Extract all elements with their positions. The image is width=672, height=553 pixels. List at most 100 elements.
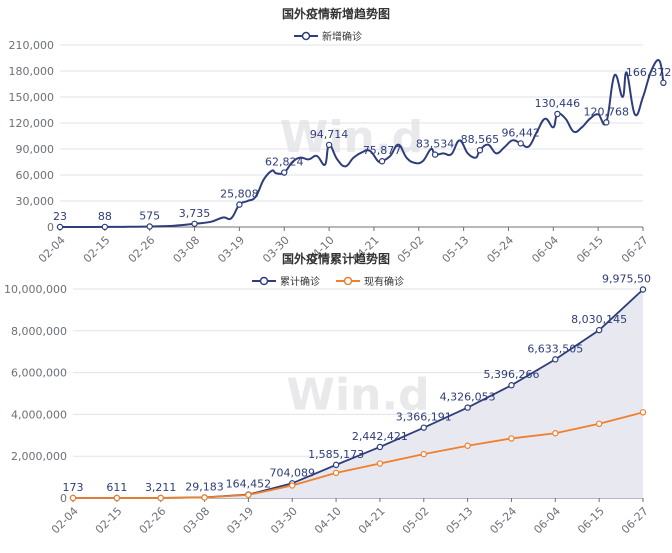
data-point — [245, 491, 252, 499]
series-line — [72, 411, 644, 499]
legend: 累计确诊 现有确诊 — [252, 275, 404, 288]
data-point — [639, 409, 647, 416]
data-label: 3,735 — [179, 207, 211, 220]
data-point — [476, 147, 484, 154]
x-tick-label: 03-30 — [268, 505, 300, 537]
data-point — [281, 169, 288, 176]
x-tick-label: 05-02 — [400, 505, 432, 537]
data-point — [325, 141, 333, 149]
x-tick-label: 05-13 — [440, 234, 472, 266]
x-tick-label: 06-04 — [531, 505, 563, 537]
data-point — [378, 158, 386, 165]
data-point — [69, 494, 77, 502]
x-tick-label: 04-21 — [356, 505, 388, 537]
chart-title: 国外疫情新增趋势图 — [282, 6, 390, 21]
data-label: 166,372 — [626, 66, 672, 79]
y-tick-label: 8,000,000 — [11, 325, 67, 338]
y-tick-label: 4,000,000 — [11, 408, 67, 421]
data-point — [639, 286, 647, 293]
legend-marker-icon — [301, 31, 311, 41]
legend-marker-icon — [343, 276, 353, 286]
x-tick-label: 05-24 — [487, 505, 519, 537]
data-point — [420, 450, 427, 458]
data-point — [508, 382, 515, 389]
data-point — [332, 469, 340, 477]
x-tick-label: 06-27 — [619, 505, 651, 537]
data-point — [431, 151, 439, 158]
data-point — [464, 442, 471, 449]
data-point — [56, 223, 64, 231]
x-tick-label: 02-04 — [36, 234, 68, 266]
data-label: 9,975,50 — [602, 273, 651, 286]
data-label: 88,565 — [461, 133, 500, 146]
data-point — [146, 223, 153, 230]
x-tick-label: 03-19 — [215, 234, 247, 266]
series-line — [59, 59, 665, 228]
x-tick-label: 06-15 — [574, 234, 606, 266]
y-tick-label: 150,000 — [9, 91, 55, 104]
y-tick-label: 120,000 — [9, 117, 55, 130]
data-label: 96,442 — [501, 126, 540, 139]
x-tick-label: 02-26 — [126, 234, 158, 266]
legend-item: 累计确诊 — [252, 275, 320, 288]
x-tick-label: 03-08 — [171, 234, 203, 266]
y-tick-label: 0 — [60, 492, 67, 505]
x-tick-label: 03-08 — [181, 505, 213, 537]
data-label: 575 — [139, 210, 160, 223]
watermark-text: Win.d — [286, 370, 429, 421]
data-point — [517, 140, 524, 147]
data-point — [376, 443, 384, 451]
legend-item: 现有确诊 — [336, 275, 404, 288]
series-2 — [69, 409, 647, 502]
data-label: 1,585,173 — [308, 448, 364, 461]
data-point — [113, 494, 121, 502]
x-tick-label: 04-10 — [312, 505, 344, 537]
legend: 新增确诊 — [294, 30, 362, 43]
x-tick-label: 02-15 — [93, 505, 125, 537]
y-tick-label: 30,000 — [16, 195, 55, 208]
y-tick-label: 0 — [47, 221, 54, 234]
chart-title: 国外疫情累计趋势图 — [282, 251, 390, 266]
data-label: 8,030,145 — [571, 313, 627, 326]
y-tick-label: 60,000 — [16, 169, 55, 182]
data-point — [554, 110, 561, 118]
data-label: 23 — [53, 210, 67, 223]
data-point — [595, 326, 603, 334]
data-label: 130,446 — [535, 97, 581, 110]
data-point — [464, 404, 471, 411]
data-label: 2,442,421 — [352, 430, 408, 443]
y-tick-label: 2,000,000 — [11, 450, 67, 463]
data-point — [332, 461, 340, 469]
y-tick-label: 180,000 — [9, 65, 55, 78]
data-point — [595, 420, 603, 428]
data-point — [236, 201, 243, 208]
y-tick-label: 210,000 — [9, 39, 55, 52]
data-label: 3,366,191 — [396, 411, 452, 424]
data-point — [552, 430, 559, 437]
x-tick-label: 05-13 — [444, 505, 476, 537]
y-axis: 0 2,000,000 4,000,000 6,000,000 8,000,000 10,… — [4, 283, 67, 505]
data-label: 75,877 — [363, 144, 402, 157]
x-tick-label: 02-26 — [137, 505, 169, 537]
data-label: 611 — [106, 481, 127, 494]
data-label: 83,534 — [416, 138, 455, 151]
data-label: 25,808 — [220, 188, 259, 201]
x-tick-label: 05-02 — [395, 234, 427, 266]
data-label: 29,183 — [185, 480, 224, 493]
x-tick-label: 02-15 — [81, 234, 113, 266]
y-tick-label: 90,000 — [16, 143, 55, 156]
x-tick-label: 06-15 — [575, 505, 607, 537]
data-label: 704,089 — [269, 466, 315, 479]
y-tick-label: 10,000,000 — [4, 283, 67, 296]
data-point — [289, 482, 296, 489]
watermark-text: Win.d — [280, 112, 423, 163]
series-area — [73, 289, 643, 499]
data-label: 94,714 — [310, 128, 349, 141]
data-label: 3,211 — [145, 481, 177, 494]
data-label: 120,768 — [584, 105, 630, 118]
data-label: 4,326,053 — [440, 391, 496, 404]
data-label: 62,824 — [265, 156, 304, 169]
